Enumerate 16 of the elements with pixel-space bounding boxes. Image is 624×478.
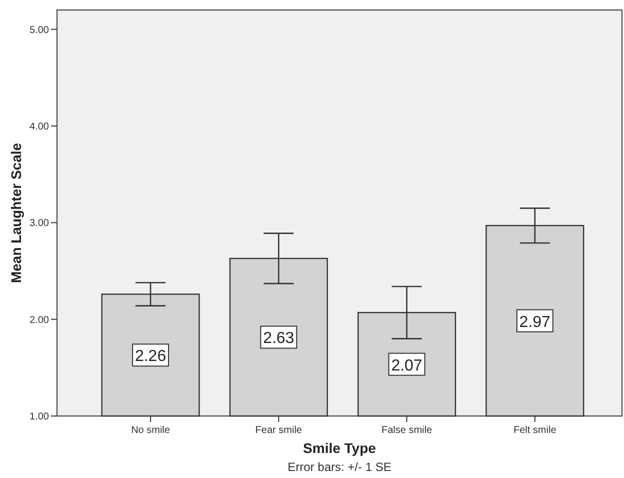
data-label: 2.07 — [391, 357, 422, 374]
x-tick-label: Fear smile — [255, 425, 302, 436]
x-tick-label: Felt smile — [513, 425, 557, 436]
text: Error bars: +/- 1 SE — [288, 460, 392, 474]
x-axis-title: Smile Type — [303, 440, 376, 456]
y-tick-label: 4.00 — [30, 122, 50, 132]
x-tick-label: No smile — [131, 425, 170, 436]
data-label: 2.63 — [263, 330, 294, 348]
y-tick-label: 1.00 — [30, 412, 50, 422]
y-tick-label: 5.00 — [30, 24, 50, 36]
data-label: 2.97 — [519, 314, 551, 331]
y-tick-label: 3.00 — [30, 218, 50, 230]
data-label: 2.26 — [134, 348, 166, 366]
x-tick-label: False smile — [381, 425, 432, 436]
y-axis-title: Mean Laughter Scale — [8, 142, 24, 284]
y-tick-label: 2.00 — [30, 314, 50, 326]
